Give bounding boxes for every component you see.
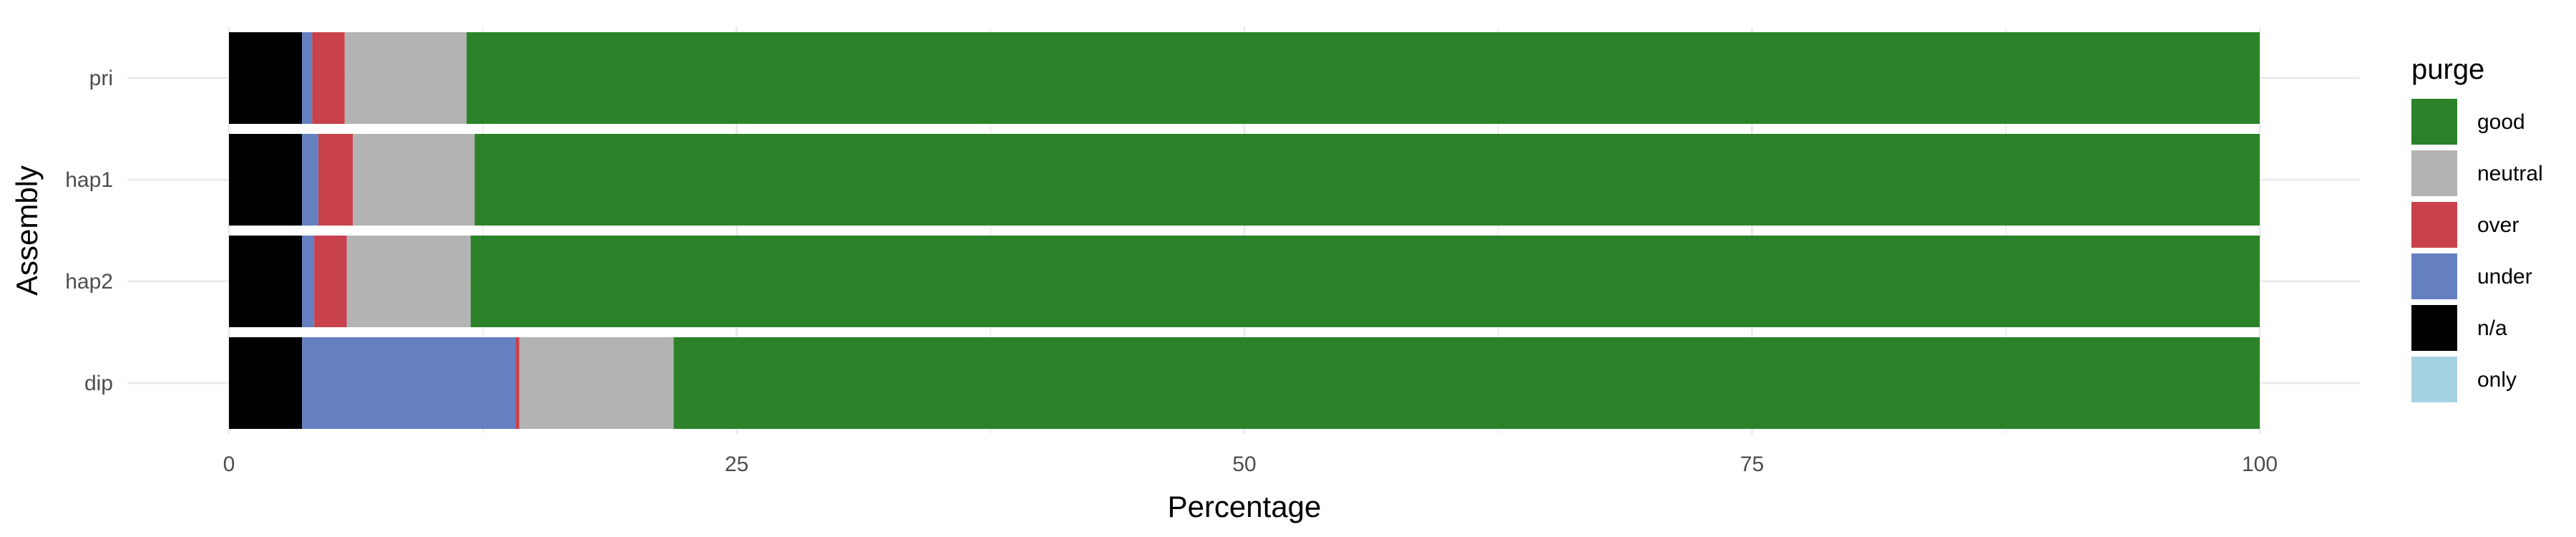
legend-key-good <box>2411 99 2457 145</box>
bar-hap1-over <box>318 134 353 226</box>
x-tick-label-0: 0 <box>223 453 235 476</box>
y-tick-labels: pri hap1 hap2 dip <box>65 67 113 395</box>
legend-label-only: only <box>2477 368 2517 392</box>
bar-pri-good <box>467 32 2260 124</box>
bar-dip-under <box>302 337 516 429</box>
y-tick-label-hap2: hap2 <box>65 270 113 294</box>
legend: purge good neutral over under n/a only <box>2411 54 2543 402</box>
bar-hap1-neutral <box>353 134 475 226</box>
legend-key-over <box>2411 202 2457 248</box>
y-tick-label-hap1: hap1 <box>65 168 113 192</box>
bar-hap1-good <box>474 134 2260 226</box>
legend-key-neutral <box>2411 150 2457 196</box>
legend-label-under: under <box>2477 265 2532 289</box>
bar-dip-neutral <box>519 337 674 429</box>
legend-title: purge <box>2411 54 2484 85</box>
bar-dip-good <box>673 337 2260 429</box>
bars <box>229 32 2260 429</box>
bar-hap2-neutral <box>346 236 471 327</box>
bar-hap1-under <box>302 134 318 226</box>
bar-hap2-good <box>470 236 2260 327</box>
bar-hap2-over <box>314 236 347 327</box>
legend-key-under <box>2411 253 2457 299</box>
legend-label-over: over <box>2477 213 2519 237</box>
bar-pri-na <box>229 32 303 124</box>
x-tick-label-25: 25 <box>725 453 748 476</box>
legend-key-na <box>2411 305 2457 351</box>
x-tick-label-75: 75 <box>1740 453 1764 476</box>
bar-pri-over <box>312 32 345 124</box>
bar-pri-neutral <box>344 32 467 124</box>
y-axis-title: Assembly <box>10 165 44 296</box>
x-axis-title: Percentage <box>1168 490 1322 523</box>
x-tick-label-100: 100 <box>2242 453 2278 476</box>
bar-hap2-na <box>229 236 303 327</box>
bar-pri-under <box>302 32 313 124</box>
legend-label-neutral: neutral <box>2477 162 2543 185</box>
bar-hap1-na <box>229 134 303 226</box>
x-tick-labels: 0 25 50 75 100 <box>223 453 2278 476</box>
legend-key-only <box>2411 357 2457 402</box>
y-tick-label-dip: dip <box>84 372 113 395</box>
x-tick-label-50: 50 <box>1232 453 1256 476</box>
bar-hap2-under <box>302 236 315 327</box>
bar-dip-over <box>515 337 519 429</box>
legend-label-na: n/a <box>2477 316 2507 340</box>
legend-label-good: good <box>2477 110 2525 134</box>
bar-dip-na <box>229 337 303 429</box>
y-tick-label-pri: pri <box>89 67 113 90</box>
